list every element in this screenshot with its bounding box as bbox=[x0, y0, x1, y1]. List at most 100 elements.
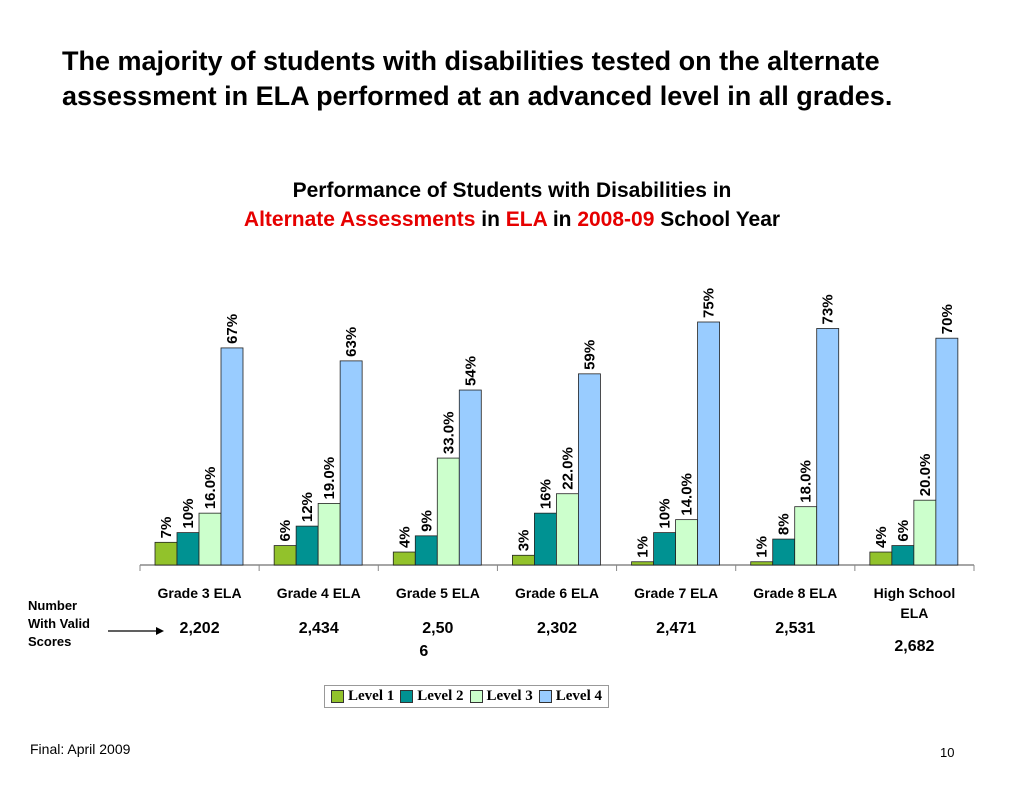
legend-item-level-1: Level 1 bbox=[331, 688, 394, 705]
bar-level-4 bbox=[220, 347, 244, 566]
valid-score-count: 2,531 bbox=[775, 620, 815, 637]
x-tick-label: Grade 6 ELA bbox=[515, 585, 599, 601]
data-label: 1% bbox=[635, 536, 652, 558]
bar-level-3 bbox=[317, 503, 341, 566]
chart-title-assessment: Alternate Assessments bbox=[243, 208, 476, 231]
chart-title-joiner-1: in bbox=[475, 208, 506, 231]
valid-scores-note: Number With Valid Scores bbox=[28, 598, 90, 649]
chart-title-line2: Alternate Assessments in ELA in 2008-09 … bbox=[0, 205, 1024, 234]
legend-item-level-3: Level 3 bbox=[469, 688, 533, 705]
data-label: 22.0% bbox=[559, 447, 576, 490]
data-label: 6% bbox=[277, 520, 294, 542]
bar-level-3 bbox=[556, 493, 579, 566]
valid-score-count: 2,50 bbox=[422, 620, 453, 637]
bar-level-3 bbox=[436, 457, 460, 566]
data-label: 7% bbox=[158, 517, 175, 539]
bar-level-2 bbox=[414, 535, 438, 566]
bar-level-3 bbox=[913, 499, 937, 566]
bar-level-4 bbox=[816, 328, 840, 566]
bar-level-1 bbox=[750, 561, 774, 566]
bar-level-4 bbox=[578, 373, 601, 566]
x-tick-label: ELA bbox=[900, 605, 928, 621]
data-label: 54% bbox=[462, 356, 479, 386]
data-label: 67% bbox=[224, 314, 241, 344]
data-label: 1% bbox=[754, 536, 771, 558]
data-label: 3% bbox=[515, 530, 532, 552]
bar-level-1 bbox=[154, 541, 178, 566]
data-label: 4% bbox=[873, 526, 890, 548]
data-label: 19.0% bbox=[321, 457, 338, 500]
legend-label: Level 2 bbox=[417, 688, 464, 704]
bar-level-3 bbox=[198, 512, 222, 566]
page-number: 10 bbox=[940, 745, 955, 760]
bar-level-1 bbox=[869, 551, 893, 566]
bar-level-2 bbox=[295, 525, 319, 566]
data-label: 73% bbox=[820, 294, 837, 324]
chart-title-line1: Performance of Students with Disabilitie… bbox=[292, 179, 732, 202]
bar-level-2 bbox=[534, 512, 557, 566]
valid-score-count: 2,302 bbox=[537, 620, 577, 637]
data-label: 16.0% bbox=[202, 467, 219, 510]
bar-level-4 bbox=[697, 321, 720, 566]
data-label: 10% bbox=[657, 499, 674, 529]
chart-title-year: 2008-09 bbox=[577, 208, 655, 231]
valid-score-count-wrap: 6 bbox=[419, 643, 428, 660]
x-tick-label: High School bbox=[874, 585, 956, 601]
x-tick-label: Grade 7 ELA bbox=[634, 585, 718, 601]
data-label: 4% bbox=[396, 526, 413, 548]
legend-label: Level 1 bbox=[348, 688, 395, 704]
legend-item-level-2: Level 2 bbox=[400, 688, 464, 705]
bar-level-2 bbox=[176, 532, 200, 566]
valid-score-count: 2,682 bbox=[894, 638, 934, 655]
arrow-icon bbox=[108, 627, 164, 635]
chart-title-suffix: School Year bbox=[654, 208, 781, 231]
data-label: 75% bbox=[701, 288, 718, 318]
headline: The majority of students with disabiliti… bbox=[62, 46, 893, 111]
legend-swatch bbox=[331, 690, 344, 703]
chart-title-joiner-2: in bbox=[546, 208, 578, 231]
legend-label: Level 3 bbox=[486, 688, 533, 704]
footer-date: Final: April 2009 bbox=[30, 741, 131, 757]
data-label: 70% bbox=[939, 304, 956, 334]
legend-item-level-4: Level 4 bbox=[538, 688, 602, 705]
bar-level-3 bbox=[675, 519, 698, 566]
chart-legend: Level 1 Level 2 Level 3 Level 4 bbox=[324, 685, 609, 708]
x-tick-label: Grade 5 ELA bbox=[396, 585, 480, 601]
chart-title-subject: ELA bbox=[505, 208, 547, 231]
data-label: 33.0% bbox=[440, 412, 457, 455]
bar-level-2 bbox=[891, 545, 915, 566]
data-label: 18.0% bbox=[798, 460, 815, 503]
bar-level-4 bbox=[339, 360, 363, 566]
data-label: 14.0% bbox=[679, 473, 696, 516]
bar-level-2 bbox=[772, 538, 796, 566]
bar-level-3 bbox=[794, 506, 818, 566]
data-label: 6% bbox=[895, 520, 912, 542]
x-tick-label: Grade 3 ELA bbox=[158, 585, 242, 601]
valid-score-count: 2,434 bbox=[299, 620, 339, 637]
data-label: 9% bbox=[418, 510, 435, 532]
bar-level-1 bbox=[512, 554, 535, 566]
x-tick-label: Grade 8 ELA bbox=[753, 585, 837, 601]
data-label: 20.0% bbox=[917, 454, 934, 497]
legend-swatch bbox=[469, 690, 483, 703]
legend-label: Level 4 bbox=[555, 688, 602, 704]
x-tick-label: Grade 4 ELA bbox=[277, 585, 361, 601]
valid-score-count: 2,202 bbox=[180, 620, 220, 637]
bar-level-4 bbox=[458, 389, 482, 566]
data-label: 16% bbox=[537, 479, 554, 509]
bar-chart: 7% 10% 16.0% 67% Grade 3 ELA 2,202 6% 12% 19.0% 6… bbox=[139, 288, 975, 660]
data-label: 8% bbox=[776, 513, 793, 535]
bar-level-1 bbox=[631, 561, 654, 566]
legend-swatch bbox=[400, 690, 414, 703]
data-label: 10% bbox=[180, 499, 197, 529]
data-label: 63% bbox=[343, 327, 360, 357]
data-label: 59% bbox=[581, 340, 598, 370]
legend-swatch bbox=[538, 690, 552, 703]
chart-title: Performance of Students with Disabilitie… bbox=[0, 176, 1024, 234]
bar-level-4 bbox=[935, 337, 959, 566]
valid-score-count: 2,471 bbox=[656, 620, 696, 637]
data-label: 12% bbox=[299, 492, 316, 522]
bar-level-1 bbox=[392, 551, 416, 566]
bar-level-2 bbox=[653, 532, 676, 566]
bar-level-1 bbox=[273, 545, 297, 566]
